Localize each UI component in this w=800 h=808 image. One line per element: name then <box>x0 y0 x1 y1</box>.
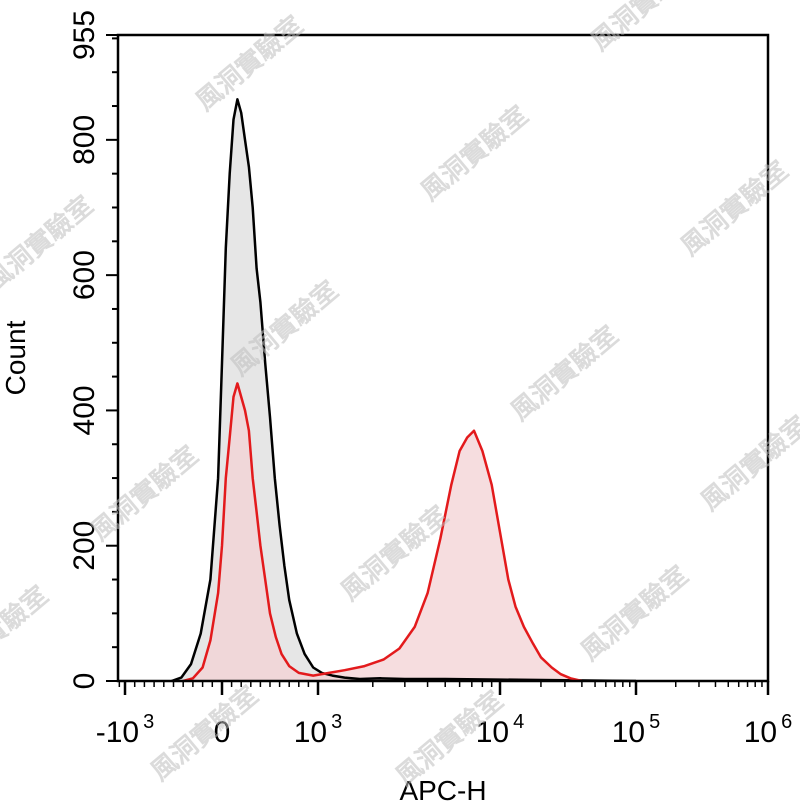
y-axis: 0 200 400 600 800 955 <box>68 10 118 689</box>
watermark-text: 風洞實驗室 <box>85 440 205 547</box>
watermark-text: 風洞實驗室 <box>0 580 54 687</box>
series-2-fill <box>183 383 582 681</box>
series-layer <box>171 98 637 683</box>
x-tick-label: 0 <box>214 716 231 749</box>
series-1-line <box>171 98 637 683</box>
series-2-line <box>182 382 583 683</box>
x-tick-label: -10 3 <box>96 711 154 749</box>
watermark-text: 風洞實驗室 <box>575 560 695 667</box>
y-tick-label: 600 <box>68 250 101 300</box>
watermark-text: 風洞實驗室 <box>505 320 625 427</box>
x-tick-label: 10 3 <box>294 711 343 749</box>
watermark-text: 風洞實驗室 <box>190 10 310 117</box>
y-tick-label: 800 <box>68 115 101 165</box>
y-tick-label: 0 <box>68 673 101 690</box>
x-axis: -10 3 0 10 3 10 4 10 5 10 6 <box>96 681 792 749</box>
watermark-text: 風洞實驗室 <box>675 155 795 262</box>
x-tick-label: 10 6 <box>744 711 793 749</box>
plot-frame <box>116 33 770 683</box>
x-axis-title: APC-H <box>399 775 486 806</box>
watermark-text: 風洞實驗室 <box>585 0 705 57</box>
x-tick-label: 10 4 <box>476 711 525 749</box>
watermark-text: 風洞實驗室 <box>145 680 265 787</box>
y-tick-label: 400 <box>68 385 101 435</box>
y-tick-label: 955 <box>68 10 101 60</box>
watermark-text: 風洞實驗室 <box>415 100 535 207</box>
x-tick-label: 10 5 <box>612 711 661 749</box>
y-tick-label: 200 <box>68 521 101 571</box>
watermark-text: 風洞實驗室 <box>695 410 800 517</box>
y-axis-title: Count <box>0 320 31 395</box>
